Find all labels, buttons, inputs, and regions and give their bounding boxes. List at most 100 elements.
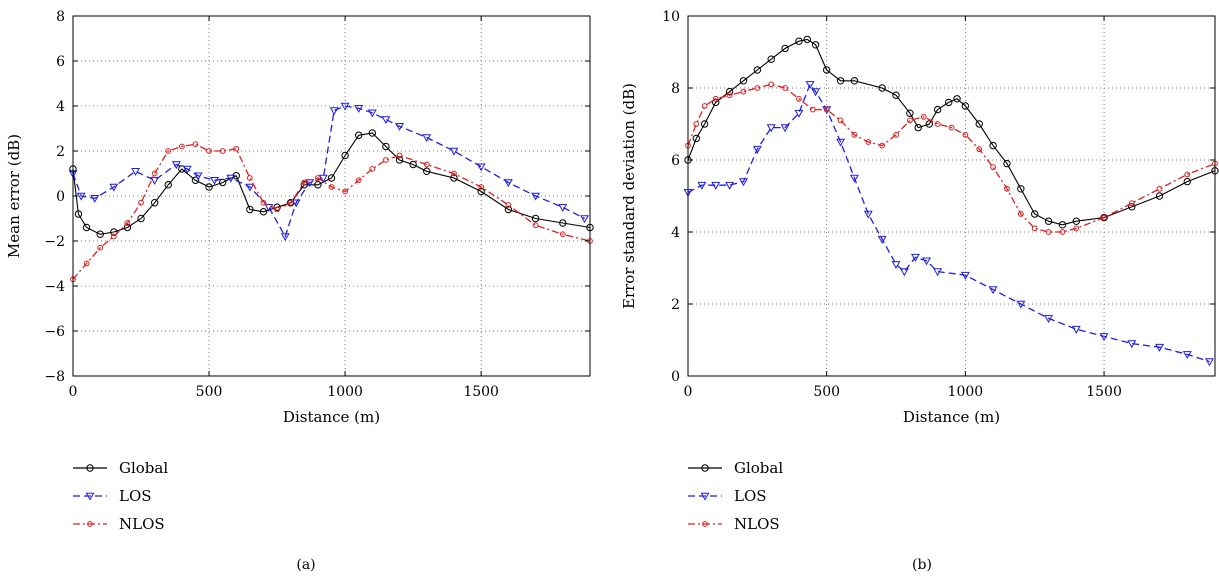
chart-a-los-point	[367, 109, 377, 118]
chart-b-los-point	[1127, 340, 1137, 349]
chart-a-los-point	[210, 176, 219, 185]
chart-a-ylabel: Mean error (dB)	[5, 134, 23, 258]
chart-a-nlos-point	[274, 206, 280, 213]
chart-a-xtick-label: 500	[196, 384, 223, 400]
chart-b-los-point	[863, 210, 873, 219]
chart-b-global-point	[906, 109, 914, 117]
chart-a-legend-marker	[86, 464, 94, 472]
chart-a-nlos-point	[314, 175, 321, 181]
chart-b-xtick-label: 1500	[1086, 384, 1122, 400]
chart-a-plot-frame	[72, 15, 591, 377]
chart-a-global-point	[205, 183, 213, 191]
chart-a-global-point	[382, 142, 390, 151]
chart-a-ytick-label: −8	[44, 369, 65, 385]
chart-b-los-point	[780, 124, 790, 133]
chart-b-xtick-label: 500	[813, 384, 840, 400]
chart-a-nlos-point	[478, 184, 485, 190]
chart-a-series-los	[68, 102, 590, 242]
chart-a-series-global	[69, 129, 594, 238]
chart-a-ytick-label: −4	[44, 279, 65, 295]
chart-b-global-point	[811, 41, 820, 49]
chart-a-los-line	[72, 105, 585, 239]
chart-a-nlos-point	[178, 143, 185, 150]
chart-a-nlos-line	[72, 143, 591, 280]
chart-b-global-point	[1128, 203, 1136, 211]
chart-b-xtick-label: 0	[684, 384, 693, 400]
chart-a-legend-item-nlos: NLOS	[73, 515, 165, 533]
chart-b-los-point	[891, 261, 901, 270]
chart-b-series-los	[683, 81, 1214, 367]
chart-b-nlos-point	[990, 164, 997, 171]
chart-a-global-point	[74, 210, 83, 218]
chart-a-legend-marker	[87, 521, 93, 527]
chart-b-global-point	[1183, 177, 1191, 186]
chart-b-global-point	[933, 105, 942, 114]
chart-b-global-point	[739, 77, 748, 85]
chart-a-ytick-label: 8	[56, 9, 65, 25]
chart-b-nlos-point	[962, 131, 969, 138]
chart-b-nlos-point	[1101, 214, 1107, 221]
chart-a-global-point	[559, 219, 567, 227]
chart-b-ytick-label: 6	[671, 153, 680, 169]
chart-b-nlos-point	[920, 113, 927, 120]
chart-b-los-point	[766, 124, 776, 133]
chart-a-nlos-point	[83, 260, 90, 267]
chart-b-los-point	[697, 181, 707, 190]
chart-b-los-point	[1044, 315, 1054, 324]
chart-b-global-point	[925, 120, 934, 128]
chart-b-ytick-label: 4	[671, 225, 680, 241]
chart-b: 0 500 1000 1500 0 2 4 6 8 10 Distance (m) Error sta…	[620, 9, 1219, 573]
chart-a-legend-label: Global	[119, 459, 168, 477]
chart-b-nlos-point	[837, 117, 844, 124]
chart-b-xlabel: Distance (m)	[903, 408, 1000, 426]
chart-a-legend-label: NLOS	[119, 515, 165, 533]
chart-b-global-point	[1031, 210, 1039, 218]
chart-a-los-point	[280, 233, 290, 242]
chart-b-nlos-point	[1184, 171, 1191, 178]
chart-a-nlos-point	[328, 184, 335, 190]
chart-b-plot-frame	[687, 15, 1216, 377]
chart-b-xtick-label: 1000	[948, 384, 984, 400]
chart-a-los-point	[329, 107, 339, 116]
chart-a-caption: (a)	[296, 557, 315, 573]
chart-a-nlos-point	[559, 231, 566, 238]
chart-b-global-point	[1155, 192, 1164, 200]
chart-b-los-point	[933, 268, 943, 277]
chart-a-los-point	[422, 134, 432, 143]
chart-b-global-point	[767, 55, 775, 63]
chart-b-nlos-point	[1156, 185, 1163, 192]
chart-b-global-point	[822, 66, 831, 74]
chart-a-los-point	[476, 163, 486, 172]
chart-a-nlos-point	[287, 199, 294, 206]
chart-a-global-point	[341, 151, 349, 160]
chart-b-los-point	[794, 109, 804, 118]
chart-b-los-point	[811, 88, 821, 97]
chart-a-los-point	[531, 192, 541, 201]
chart-a-nlos-point	[110, 233, 117, 240]
chart-b-global-point	[1003, 159, 1011, 168]
chart-a-nlos-point	[369, 166, 376, 172]
chart-a-nlos-point	[165, 148, 172, 154]
chart-b-nlos-point	[1004, 185, 1010, 192]
chart-b-los-point	[1155, 343, 1164, 352]
chart-b-los-point	[725, 181, 735, 190]
chart-b-nlos-point	[1073, 225, 1080, 232]
chart-b-los-point	[739, 178, 748, 187]
chart-b-nlos-point	[796, 95, 802, 102]
chart-a-global-line	[72, 132, 591, 235]
chart-b-nlos-point	[726, 92, 733, 99]
chart-a-nlos-point	[219, 148, 226, 154]
chart-b-nlos-point	[809, 106, 816, 113]
chart-b-global-point	[892, 91, 900, 99]
chart-a-los-point	[503, 179, 513, 188]
chart-b-nlos-point	[976, 146, 983, 153]
chart-a-los-point	[245, 183, 255, 192]
chart-b-legend-marker	[701, 464, 709, 472]
chart-b-nlos-point	[1017, 211, 1024, 217]
chart-b-legend-label: NLOS	[734, 515, 780, 533]
chart-b-global-point	[1044, 217, 1053, 225]
chart-a-los-point	[354, 104, 364, 113]
chart-a-global-point	[314, 181, 322, 189]
chart-b-global-point	[914, 123, 922, 132]
